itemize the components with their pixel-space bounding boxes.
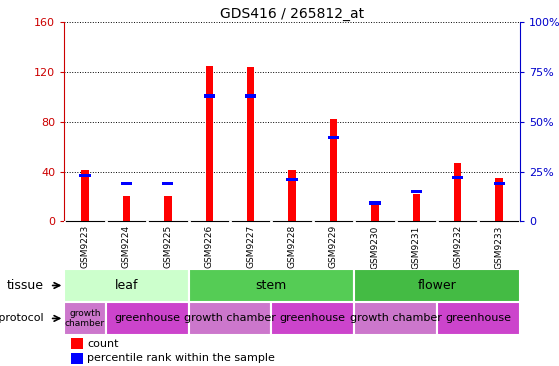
Text: growth chamber: growth chamber	[350, 313, 442, 324]
Text: flower: flower	[418, 279, 456, 292]
Text: count: count	[87, 339, 119, 348]
Text: GSM9229: GSM9229	[329, 225, 338, 269]
Text: greenhouse: greenhouse	[114, 313, 180, 324]
Title: GDS416 / 265812_at: GDS416 / 265812_at	[220, 7, 364, 21]
Text: GSM9232: GSM9232	[453, 225, 462, 269]
Text: GSM9230: GSM9230	[371, 225, 380, 269]
Text: leaf: leaf	[115, 279, 138, 292]
Bar	[369, 201, 381, 205]
Text: growth protocol: growth protocol	[0, 313, 44, 324]
Bar	[247, 67, 254, 221]
Bar	[162, 182, 173, 185]
Bar	[330, 119, 337, 221]
Text: GSM9225: GSM9225	[163, 225, 172, 269]
Bar	[188, 302, 271, 335]
Bar	[188, 269, 354, 302]
Bar	[286, 178, 298, 181]
Bar	[354, 302, 437, 335]
Bar	[288, 170, 296, 221]
Text: GSM9231: GSM9231	[412, 225, 421, 269]
Text: greenhouse: greenhouse	[280, 313, 346, 324]
Bar	[452, 176, 463, 179]
Bar	[122, 197, 130, 221]
Bar	[495, 178, 503, 221]
Text: tissue: tissue	[7, 279, 44, 292]
Bar	[81, 170, 89, 221]
Bar	[79, 173, 91, 177]
Text: growth chamber: growth chamber	[184, 313, 276, 324]
Bar	[354, 269, 520, 302]
Text: GSM9227: GSM9227	[246, 225, 255, 269]
Bar	[494, 182, 505, 185]
Bar	[206, 66, 213, 221]
Text: GSM9228: GSM9228	[287, 225, 297, 269]
Text: greenhouse: greenhouse	[446, 313, 511, 324]
Bar	[328, 136, 339, 139]
Bar	[64, 269, 188, 302]
Text: GSM9226: GSM9226	[205, 225, 214, 269]
Text: stem: stem	[256, 279, 287, 292]
Text: GSM9223: GSM9223	[80, 225, 89, 269]
Bar	[164, 197, 172, 221]
Bar	[203, 94, 215, 97]
Bar	[437, 302, 520, 335]
Bar	[454, 163, 462, 221]
Bar	[71, 338, 83, 349]
Text: growth
chamber: growth chamber	[65, 309, 105, 328]
Bar	[413, 194, 420, 221]
Bar	[121, 182, 132, 185]
Bar	[371, 201, 378, 221]
Text: GSM9224: GSM9224	[122, 225, 131, 268]
Bar	[245, 94, 256, 97]
Text: percentile rank within the sample: percentile rank within the sample	[87, 353, 275, 363]
Bar	[271, 302, 354, 335]
Text: GSM9233: GSM9233	[495, 225, 504, 269]
Bar	[71, 352, 83, 363]
Bar	[106, 302, 188, 335]
Bar	[411, 190, 422, 193]
Bar	[64, 302, 106, 335]
